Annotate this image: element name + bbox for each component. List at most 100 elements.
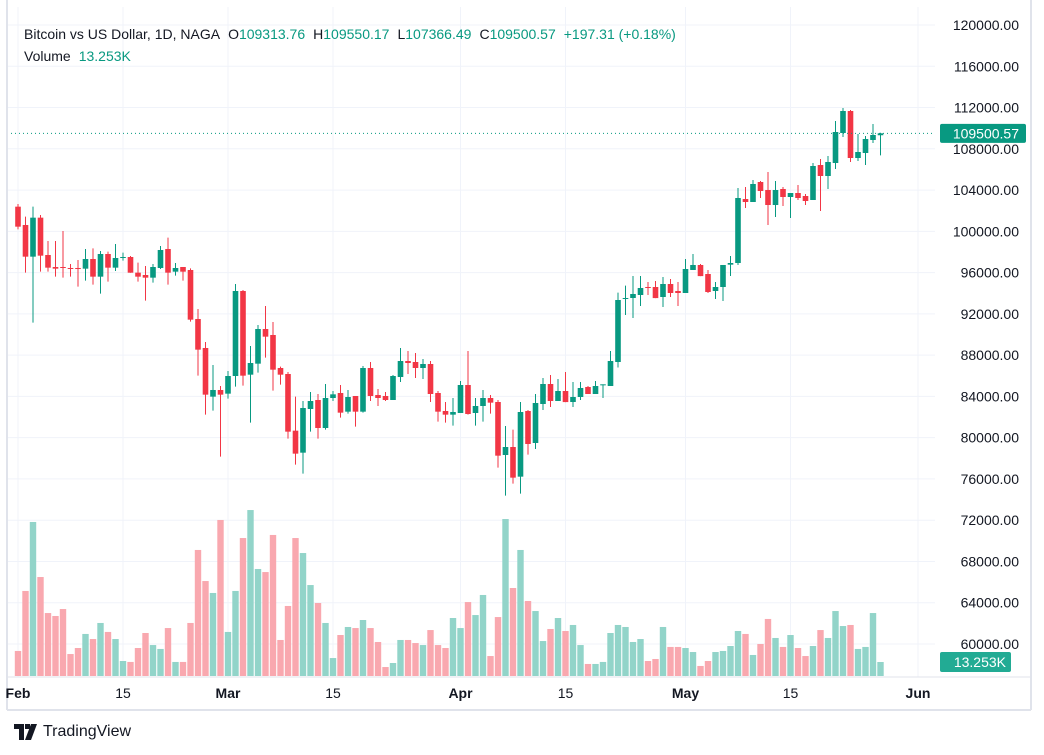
candle-body [787, 193, 794, 197]
time-tick-label: Apr [448, 685, 473, 701]
candle-body [795, 193, 801, 199]
candle-body [37, 217, 44, 256]
volume-bar [202, 581, 209, 676]
volume-bar [839, 626, 847, 676]
price-tick-label: 88000.00 [961, 347, 1020, 363]
close-label: C [479, 26, 490, 42]
candle-body [592, 386, 599, 395]
candle-body [45, 254, 51, 268]
candle-body [135, 272, 141, 277]
candle-body [622, 297, 629, 300]
volume-bar [547, 628, 554, 676]
volume-bar [809, 645, 817, 676]
volume-bar [337, 635, 344, 676]
volume-bar [142, 633, 149, 676]
volume-bar [37, 577, 44, 676]
candle-body [97, 253, 104, 277]
volume-label[interactable]: Volume [24, 48, 71, 64]
volume-bar [509, 588, 517, 676]
candle-body [322, 397, 329, 428]
volume-bar [269, 534, 277, 676]
candle-body [615, 300, 621, 363]
volume-bar [209, 592, 217, 676]
volume-bar [757, 643, 764, 676]
volume-bar [179, 661, 187, 676]
candle-body [705, 274, 711, 292]
volume-bar [494, 617, 502, 676]
volume-bar [82, 633, 89, 676]
volume-bar [277, 639, 284, 676]
candle-body [367, 367, 374, 396]
volume-bar [787, 635, 794, 676]
volume-bar [704, 660, 712, 676]
candle-body [825, 161, 831, 176]
volume-bar [97, 622, 104, 676]
volume-bar [314, 603, 322, 676]
volume-bar [667, 646, 674, 676]
volume-bar [862, 646, 869, 676]
volume-bar [434, 645, 442, 676]
open-value: 109313.76 [238, 26, 306, 42]
volume-bar [404, 639, 412, 676]
candle-body [712, 287, 719, 292]
candle-body [360, 367, 366, 412]
candle-body [292, 430, 299, 454]
volume-bar [389, 663, 397, 676]
candle-body [840, 110, 846, 134]
time-tick-label: 15 [115, 685, 131, 701]
candle-body [502, 447, 509, 455]
candle-body [277, 367, 284, 375]
candle-body [270, 334, 276, 370]
candle-body [600, 384, 606, 386]
volume-bar [644, 660, 652, 676]
time-axis[interactable]: Feb 15 Mar 15 Apr 15 May 15 Jun [6, 685, 931, 701]
last-price-badge: 109500.57 [940, 123, 1026, 143]
volume-bar [854, 648, 862, 676]
candle-body [75, 267, 81, 269]
candle-body [345, 396, 351, 412]
candle-body [645, 287, 651, 289]
candle-body [495, 402, 501, 456]
volume-bar [712, 652, 719, 676]
candle-body [555, 391, 561, 402]
candle-body [480, 397, 486, 406]
candle-body [412, 362, 419, 368]
volume-bar [869, 613, 877, 676]
volume-bar [194, 549, 202, 676]
candle-body [172, 267, 179, 272]
volume-bar [119, 660, 127, 676]
volume-bar [382, 667, 389, 676]
volume-bar [187, 622, 194, 676]
candle-body [427, 364, 434, 395]
volume-bar [412, 643, 419, 676]
price-tick-label: 68000.00 [961, 553, 1020, 569]
symbol-title[interactable]: Bitcoin vs US Dollar, 1D, NAGA [24, 26, 221, 42]
candle-body [465, 385, 471, 415]
candle-body [202, 347, 209, 395]
volume-bar [539, 641, 547, 676]
volume-bar [607, 633, 614, 676]
volume-bar [742, 633, 749, 676]
volume-bar [427, 630, 434, 676]
price-axis[interactable]: 60000.00 64000.00 68000.00 72000.00 76000.00… [953, 17, 1019, 652]
candle-body [397, 361, 404, 378]
time-tick-label: 15 [325, 685, 341, 701]
price-tick-label: 60000.00 [961, 636, 1020, 652]
candle-body [375, 395, 381, 398]
candle-body [750, 184, 756, 203]
volume-bar [802, 656, 809, 676]
candle-body [195, 319, 201, 350]
candle-body [525, 410, 531, 444]
volume-bar [794, 648, 802, 676]
open-label: O [228, 26, 239, 42]
candle-body [727, 263, 734, 265]
tradingview-footer[interactable]: TradingView [14, 723, 131, 741]
candle-body [120, 257, 126, 259]
price-tick-label: 112000.00 [954, 100, 1019, 116]
candle-body [652, 287, 659, 299]
volume-bar [734, 630, 742, 676]
volume-bar [104, 631, 112, 676]
chart-legend: Bitcoin vs US Dollar, 1D, NAGA O 109313.7… [24, 23, 676, 67]
last-volume-label: 13.253K [954, 654, 1007, 670]
